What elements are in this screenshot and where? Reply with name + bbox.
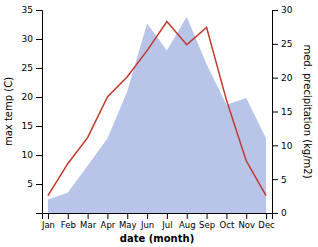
y2-axis-title: med. precipitation (kg/m2) (302, 44, 313, 178)
tick-label: Jan (41, 220, 55, 230)
tick-mark (36, 126, 42, 127)
tick-label: 10 (22, 150, 34, 160)
tick-mark (187, 213, 188, 219)
area (48, 17, 266, 213)
tick-mark (36, 155, 42, 156)
axis-line (36, 11, 43, 214)
tick: May (119, 213, 137, 230)
y-axis-title: max temp (C) (3, 77, 14, 146)
tick-mark (272, 112, 278, 113)
tick-label: 15 (281, 107, 292, 117)
tick-mark (272, 179, 278, 180)
tick-mark (272, 213, 278, 214)
tick-mark (36, 10, 42, 11)
tick-label: Sep (199, 220, 215, 230)
tick-mark (107, 213, 108, 219)
tick-mark (272, 78, 278, 79)
chart: Jan Feb Mar AprMayJun Jul AugSep OctNovDec 5 10 1… (0, 0, 318, 247)
tick: 25 (22, 63, 42, 73)
tick-label: Apr (101, 220, 116, 230)
tick: 0 (272, 208, 287, 218)
tick: Feb (61, 213, 76, 230)
tick: 15 (22, 121, 42, 131)
tick-mark (272, 10, 278, 11)
tick-mark (36, 97, 42, 98)
tick: 20 (22, 92, 42, 102)
tick-label: Dec (258, 220, 275, 230)
tick: 35 (22, 5, 42, 15)
tick-label: 25 (281, 39, 292, 49)
tick-mark (36, 184, 42, 185)
tick: Jun (140, 213, 154, 230)
tick-mark (167, 213, 168, 219)
tick-label: Nov (238, 220, 255, 230)
tick-label: Mar (80, 220, 97, 230)
tick-mark (36, 68, 42, 69)
tick: 15 (272, 107, 292, 117)
axis-line (43, 214, 273, 220)
tick: 5 (27, 179, 42, 189)
tick-mark (48, 213, 49, 219)
tick: Jan (41, 213, 55, 230)
tick: 20 (272, 73, 293, 83)
tick-label: Feb (61, 220, 76, 230)
tick-label: 0 (281, 208, 287, 218)
tick: Mar (80, 213, 97, 230)
tick: Aug (179, 213, 196, 230)
tick-mark (207, 213, 208, 219)
tick-mark (147, 213, 148, 219)
tick-label: 20 (22, 92, 34, 102)
y2-axis: 0 5 10 15 20 25 30 (272, 5, 293, 218)
line (48, 22, 266, 196)
tick: 10 (22, 150, 42, 160)
tick-mark (266, 213, 267, 219)
tick-label: 15 (22, 121, 33, 131)
tick-label: 30 (281, 5, 293, 15)
x-axis: Jan Feb Mar AprMayJun Jul AugSep OctNovDec (41, 213, 275, 230)
tick-mark (68, 213, 69, 219)
tick: 30 (272, 5, 293, 15)
tick-label: Oct (220, 220, 235, 230)
y-axis: 5 10 15 20 25 30 35 (22, 5, 43, 213)
tick-mark (127, 213, 128, 219)
tick: 5 (272, 175, 287, 185)
tick-mark (88, 213, 89, 219)
tick: Sep (199, 213, 215, 230)
tick-mark (272, 145, 278, 146)
tick-mark (246, 213, 247, 219)
tick-label: 10 (281, 141, 293, 151)
axis-line (273, 11, 279, 214)
tick: 25 (272, 39, 292, 49)
tick-label: 5 (27, 179, 33, 189)
tick-mark (226, 213, 227, 219)
tick-label: 30 (22, 34, 34, 44)
marks (48, 17, 266, 213)
tick-label: 25 (22, 63, 33, 73)
tick-label: Aug (179, 220, 196, 230)
tick-label: 20 (281, 73, 293, 83)
tick-mark (36, 39, 42, 40)
tick-mark (272, 44, 278, 45)
tick: Oct (220, 213, 235, 230)
plot-area: Jan Feb Mar AprMayJun Jul AugSep OctNovDec 5 10 1… (3, 5, 313, 244)
tick-label: 35 (22, 5, 33, 15)
tick: Jul (161, 213, 172, 230)
tick: 30 (22, 34, 42, 44)
tick-label: May (119, 220, 137, 230)
tick: Apr (101, 213, 116, 230)
tick: Nov (238, 213, 255, 230)
tick: 10 (272, 141, 293, 151)
tick-label: Jul (161, 220, 172, 230)
tick-label: 5 (281, 175, 287, 185)
tick-label: Jun (140, 220, 154, 230)
x-axis-title: date (month) (120, 233, 194, 244)
tick: Dec (258, 213, 275, 230)
